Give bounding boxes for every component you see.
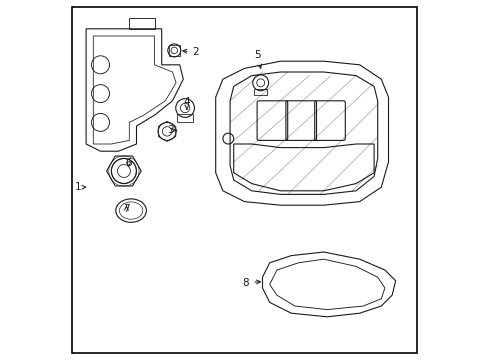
Text: 8: 8 xyxy=(242,278,260,288)
Text: 2: 2 xyxy=(183,47,199,57)
Bar xyxy=(254,89,266,95)
Text: 4: 4 xyxy=(183,96,190,109)
Text: 5: 5 xyxy=(253,50,261,68)
Text: 1: 1 xyxy=(75,182,85,192)
Text: 6: 6 xyxy=(125,158,132,168)
Text: 7: 7 xyxy=(123,204,129,214)
Text: 3: 3 xyxy=(167,125,177,135)
Bar xyxy=(177,114,193,122)
Bar xyxy=(168,45,180,56)
